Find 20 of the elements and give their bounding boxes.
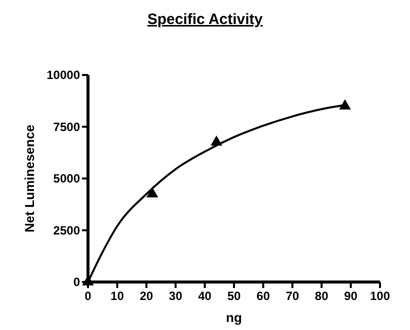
point	[146, 187, 158, 198]
x-tick-label: 100	[370, 289, 390, 303]
y-tick-label: 7500	[53, 120, 80, 134]
x-tick-label: 30	[168, 289, 183, 303]
x-tick-label: 40	[198, 289, 212, 303]
y-tick-label: 2500	[53, 223, 80, 238]
y-tick-label: 5000	[53, 172, 80, 186]
y-tick-label: 10000	[46, 68, 80, 82]
x-tick-label: 0	[84, 289, 92, 303]
x-tick-label: 70	[286, 289, 300, 303]
x-tick-label: 60	[256, 289, 270, 303]
x-axis-title: ng	[226, 310, 242, 325]
x-tick-label: 20	[140, 289, 154, 303]
x-tick-label: 80	[314, 289, 329, 303]
chart-title: Specific Activity	[147, 11, 264, 28]
x-tick-label: 10	[110, 289, 124, 303]
y-tick-label: 0	[73, 275, 80, 290]
y-axis-title: Net Luminesence	[22, 124, 37, 232]
x-tick-label: 50	[227, 289, 241, 303]
x-tick-label: 90	[344, 289, 358, 303]
